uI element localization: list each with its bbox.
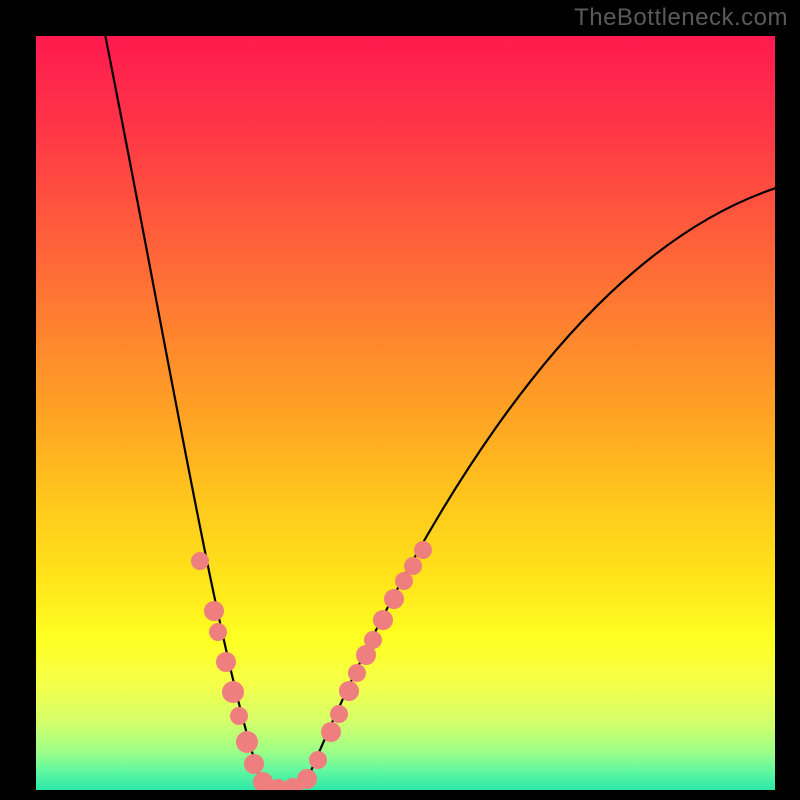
marker-dot (297, 769, 317, 789)
marker-dot (191, 552, 209, 570)
marker-dot (364, 631, 382, 649)
marker-dot (321, 722, 341, 742)
marker-dot (339, 681, 359, 701)
marker-dot (204, 601, 224, 621)
marker-dot (395, 572, 413, 590)
marker-dot (414, 541, 432, 559)
marker-dot (348, 664, 366, 682)
marker-dot (384, 589, 404, 609)
marker-dot (209, 623, 227, 641)
marker-dot (230, 707, 248, 725)
marker-dot (236, 731, 258, 753)
chart-stage: TheBottleneck.com (0, 0, 800, 800)
watermark-text: TheBottleneck.com (574, 4, 788, 32)
marker-dot (330, 705, 348, 723)
bottleneck-chart (0, 0, 800, 800)
gradient-background (36, 36, 775, 790)
marker-dot (373, 610, 393, 630)
marker-dot (222, 681, 244, 703)
marker-dot (216, 652, 236, 672)
marker-dot (404, 557, 422, 575)
marker-dot (309, 751, 327, 769)
marker-dot (244, 754, 264, 774)
